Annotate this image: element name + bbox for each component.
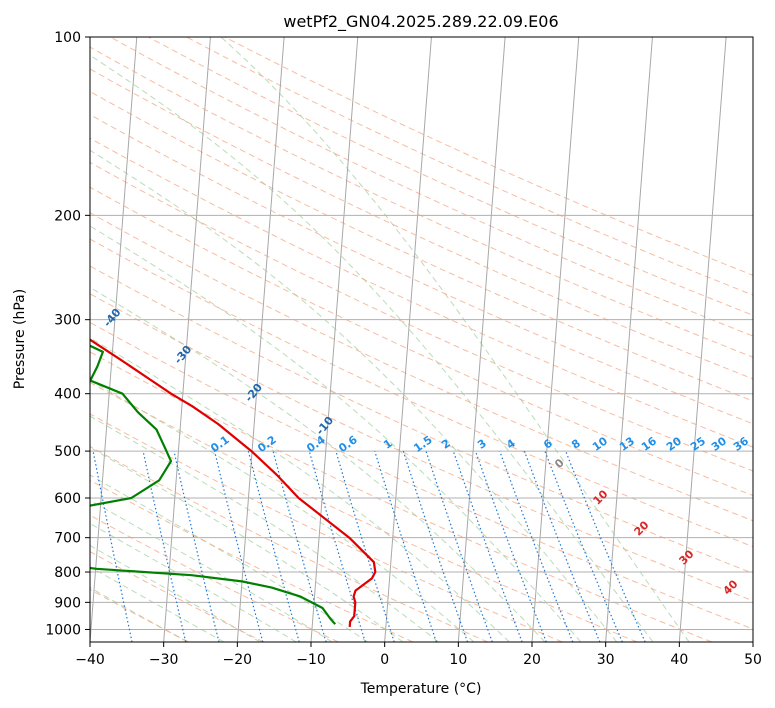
x-tick-label: 0 — [380, 652, 389, 668]
mixing-ratio-line — [374, 450, 437, 642]
y-tick-label: 300 — [54, 313, 81, 329]
isotherm-line — [752, 635, 753, 642]
mixing-ratio-line — [402, 450, 469, 642]
y-tick-label: 800 — [54, 565, 81, 581]
dry-adiabat-line — [186, 37, 753, 296]
y-axis-label: Pressure (hPa) — [12, 289, 28, 389]
mixing-ratio-line — [173, 450, 220, 642]
isotherm-label: -50 — [30, 268, 53, 292]
x-tick-label: 50 — [744, 652, 762, 668]
mixing-ratio-line — [142, 450, 187, 642]
moist-adiabat-line — [90, 149, 618, 642]
x-tick-label: −40 — [75, 652, 105, 668]
y-tick-label: 700 — [54, 531, 81, 547]
moist-adiabat-line — [90, 225, 582, 642]
mixing-ratio-lines — [92, 450, 646, 642]
mixing-ratio-line — [425, 450, 493, 642]
x-tick-label: 30 — [597, 652, 615, 668]
dry-adiabat-line — [109, 37, 753, 337]
mixing-ratio-line — [523, 450, 601, 642]
x-tick-label: −10 — [296, 652, 326, 668]
skewed-isotherms — [90, 37, 753, 642]
y-tick-label: 400 — [54, 387, 81, 403]
isotherm-line — [163, 37, 211, 642]
plot-frame — [89, 36, 754, 643]
isotherm-line — [384, 37, 432, 642]
y-tick-label: 600 — [54, 491, 81, 507]
dry-adiabat-line — [90, 186, 753, 497]
x-tick-label: 40 — [670, 652, 688, 668]
x-axis: −40 −30 −20 −10 0 10 20 30 40 50 — [75, 642, 762, 668]
mixing-ratio-line — [92, 450, 133, 642]
mixing-ratio-line — [544, 450, 623, 642]
isotherm-line — [90, 37, 138, 642]
moist-adiabat-line — [90, 446, 404, 642]
dry-adiabat-line — [90, 46, 753, 358]
moist-adiabat-line — [90, 499, 333, 642]
dry-adiabat-line — [90, 114, 753, 425]
dry-adiabat-line — [90, 413, 563, 642]
sounding-series — [90, 338, 377, 627]
dry-adiabat-line — [90, 445, 488, 642]
mixing-ratio-line — [499, 450, 574, 642]
y-tick-label: 100 — [54, 30, 81, 46]
y-tick-label: 500 — [54, 444, 81, 460]
mixing-ratio-line — [308, 450, 366, 642]
dry-adiabats — [90, 37, 753, 642]
y-tick-label: 200 — [54, 208, 81, 224]
dry-adiabat-line — [90, 588, 190, 642]
x-tick-label: 10 — [449, 652, 467, 668]
y-tick-label: 900 — [54, 595, 81, 611]
dry-adiabat-line — [90, 238, 753, 548]
dry-adiabat-line — [90, 212, 753, 522]
dewpoint-line — [90, 344, 337, 625]
isotherm-line — [310, 37, 359, 642]
x-tick-label: −20 — [223, 652, 253, 668]
mixing-ratio-line — [272, 450, 327, 642]
dry-adiabat-line — [90, 293, 753, 602]
mixing-ratio-line — [247, 450, 300, 642]
isobar-gridlines — [90, 37, 753, 630]
x-axis-label: Temperature (°C) — [360, 681, 482, 697]
mixing-ratio-line — [452, 450, 523, 642]
moist-adiabat-line — [90, 415, 439, 642]
chart-title: wetPf2_GN04.2025.289.22.09.E06 — [283, 12, 558, 32]
dry-adiabat-line — [90, 90, 753, 402]
moist-adiabat-line — [90, 286, 546, 642]
mixing-ratio-line — [565, 450, 646, 642]
mixing-ratio-line — [335, 450, 395, 642]
moist-adiabat-line — [90, 379, 475, 642]
mixing-ratio-line — [474, 450, 547, 642]
isotherm-line — [605, 37, 653, 642]
isotherm-line — [678, 37, 727, 642]
isotherm-line — [531, 37, 580, 642]
mixing-ratio-line — [214, 450, 264, 642]
y-tick-label: 1000 — [45, 622, 81, 638]
moist-adiabat-line — [90, 522, 297, 642]
temperature-line — [90, 338, 377, 627]
dry-adiabat-line — [90, 351, 712, 642]
isotherm-line — [236, 37, 285, 642]
plot-area: -100-90-80-70-60-50-40-30-20-100.10.20.4… — [30, 37, 753, 642]
moist-adiabat-line — [90, 474, 368, 642]
x-tick-label: 20 — [523, 652, 541, 668]
moist-adiabat-line — [90, 54, 654, 642]
dry-adiabat-line — [90, 321, 753, 630]
isotherm-line — [457, 37, 506, 642]
dry-adiabat-line — [90, 551, 264, 642]
y-axis: 1000 900 800 700 600 500 400 300 200 100 — [45, 30, 90, 638]
x-tick-label: −30 — [149, 652, 179, 668]
